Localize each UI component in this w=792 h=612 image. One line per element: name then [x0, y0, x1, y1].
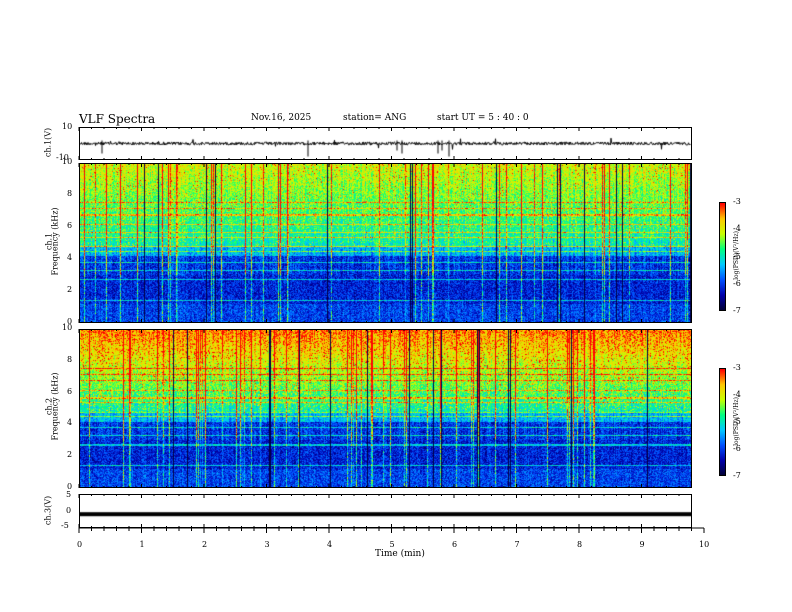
x-axis-tick: 10 [699, 540, 710, 549]
ch1-spectrogram-panel [79, 163, 692, 323]
ch1-spectrogram-ytick: 2 [67, 285, 73, 294]
x-axis-tick: 8 [577, 540, 583, 549]
x-axis-tick: 9 [639, 540, 645, 549]
x-axis-tick: 3 [264, 540, 270, 549]
ch3-waveform-plot [80, 495, 691, 527]
ch2-spectrogram-ytick: 0 [67, 482, 73, 491]
ch2-spectrogram-panel [79, 329, 692, 488]
x-axis-tick: 4 [327, 540, 333, 549]
ch1-colorbar-tick: -3 [733, 197, 741, 206]
ch3-ytick-top: 5 [66, 490, 72, 499]
ch2-colorbar-tick: -3 [733, 363, 741, 372]
ch1-spectrogram-ytick: 8 [67, 189, 73, 198]
ch1-colorbar [719, 202, 726, 311]
x-axis-tick: 7 [514, 540, 520, 549]
ch1-spectrogram-ytick: 6 [67, 221, 73, 230]
ch1-waveform-panel [79, 127, 692, 160]
ch2-colorbar-tick: -4 [733, 390, 741, 399]
ch2-colorbar [719, 368, 726, 476]
ch1-spectrogram-ytick: 4 [67, 253, 73, 262]
ch3-ytick-bottom: -5 [61, 521, 69, 530]
station-label: station= ANG [343, 113, 407, 123]
ch1-spectrogram-plot [80, 164, 691, 322]
cb2-gradient [720, 369, 725, 475]
ch2-spectrogram-ytick: 2 [67, 450, 73, 460]
date-label: Nov.16, 2025 [251, 113, 312, 123]
ch2-spectrogram-ytick: 8 [67, 354, 73, 364]
ch1-spectrogram-ytick: 10 [62, 157, 73, 166]
ch1-colorbar-tick: -4 [733, 224, 741, 234]
x-axis-tick: 5 [389, 540, 395, 549]
ch2-spectrogram-plot [80, 330, 691, 487]
ch1-spectrogram-ytick: 0 [67, 317, 73, 326]
x-axis-tick: 1 [139, 540, 145, 549]
ch3-ytick-mid: 0 [66, 506, 72, 515]
ch2-colorbar-tick: -6 [733, 444, 741, 453]
ch2-colorbar-tick: -5 [733, 417, 741, 426]
x-axis-tick: 0 [77, 540, 83, 549]
ch2-colorbar-tick: -7 [733, 471, 741, 480]
ch1-colorbar-tick: -7 [733, 306, 741, 315]
x-axis-tick: 6 [452, 540, 458, 549]
chart-title: VLF Spectra [79, 112, 156, 126]
ch1-ytick-top: 10 [62, 122, 73, 131]
ch1-colorbar-tick: -6 [733, 278, 741, 288]
ch2-spectrogram-ytick: 10 [62, 323, 73, 332]
start-time-label: start UT = 5 : 40 : 0 [437, 113, 529, 123]
cb1-gradient [720, 203, 725, 310]
x-axis-label: Time (min) [375, 549, 425, 559]
ch1-waveform-plot [80, 128, 691, 159]
ch1-ytick-bottom: -10 [56, 153, 69, 162]
x-axis-tick: 2 [202, 540, 208, 549]
ch3-waveform-panel [79, 494, 692, 528]
ch2-spectrogram-ytick: 4 [67, 418, 73, 428]
ch1-colorbar-tick: -5 [733, 251, 741, 261]
ch2-spectrogram-ytick: 6 [67, 386, 73, 396]
